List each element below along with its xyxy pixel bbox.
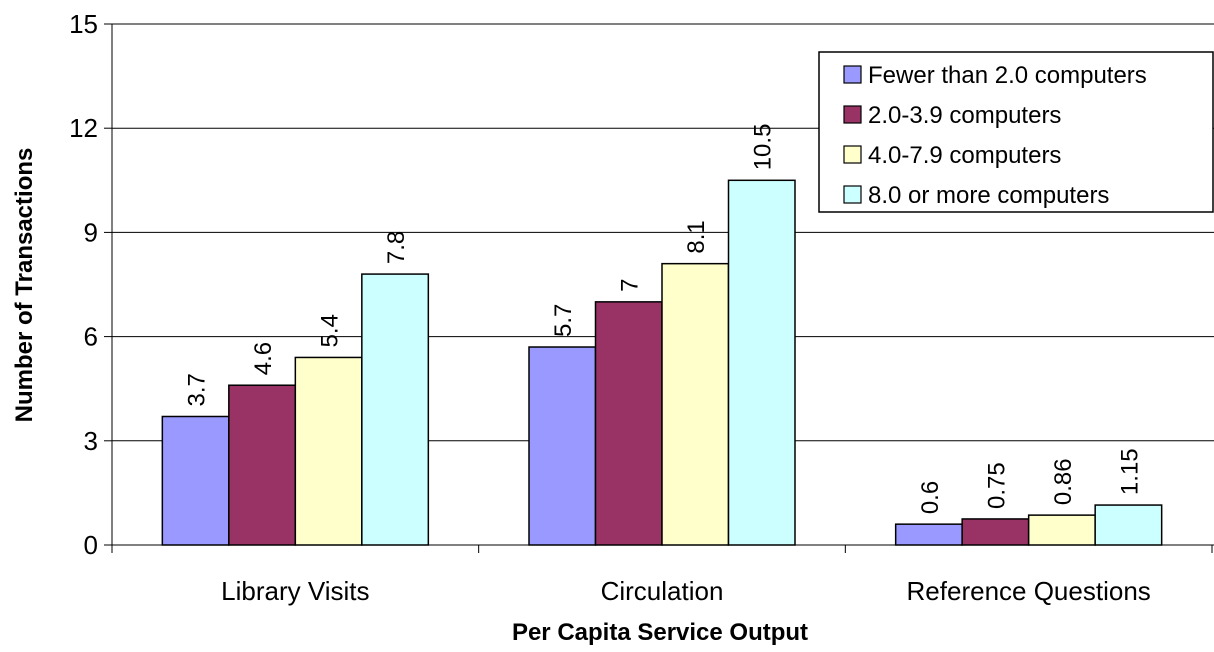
y-tick-label: 0: [84, 530, 98, 560]
x-category-label: Reference Questions: [907, 576, 1151, 606]
legend-entry: 8.0 or more computers: [868, 182, 1109, 209]
bars: [161, 179, 1163, 546]
legend-swatch: [843, 105, 862, 124]
legend-swatch: [843, 65, 862, 84]
legend: Fewer than 2.0 computers 2.0-3.9 computer…: [818, 51, 1214, 213]
y-tick-label: 3: [84, 426, 98, 456]
data-label: 0.86: [1050, 458, 1077, 505]
y-axis-title: Number of Transactions: [11, 148, 38, 423]
legend-entry: 4.0-7.9 computers: [868, 142, 1061, 169]
data-label: 1.15: [1116, 448, 1143, 495]
bar: [961, 518, 1030, 546]
legend-swatch: [843, 145, 862, 164]
x-axis-title: Per Capita Service Output: [512, 619, 808, 646]
y-tick-label: 6: [84, 322, 98, 352]
y-tick-label: 15: [69, 9, 98, 39]
bar: [894, 523, 963, 546]
data-label: 5.7: [550, 304, 577, 337]
data-label: 7.8: [383, 231, 410, 264]
bar: [161, 415, 230, 546]
bar: [727, 179, 796, 546]
axes: 0 3 6 9 12 15 Library Visits Circulation Referen…: [69, 9, 1214, 606]
legend-box: [818, 51, 1214, 213]
bar: [1027, 514, 1096, 546]
data-label: 0.6: [917, 481, 944, 514]
data-label: 10.5: [750, 124, 777, 171]
y-tick-label: 12: [69, 113, 98, 143]
data-label: 5.4: [317, 314, 344, 347]
data-label: 7: [617, 279, 644, 292]
data-label: 3.7: [184, 373, 211, 406]
bar: [661, 262, 730, 546]
y-tick-label: 9: [84, 217, 98, 247]
legend-swatch: [843, 185, 862, 204]
data-labels: 3.7 4.6 5.4 7.8 5.7 7 8.1 10.5 0.6 0.75 0.86 1.15: [184, 124, 1144, 515]
data-label: 0.75: [983, 462, 1010, 509]
bar: [228, 384, 297, 546]
legend-entry: 2.0-3.9 computers: [868, 102, 1061, 129]
data-label: 8.1: [683, 220, 710, 253]
bar: [1094, 504, 1163, 546]
bar: [528, 346, 597, 546]
legend-entry: Fewer than 2.0 computers: [868, 62, 1147, 89]
bar: [294, 356, 363, 546]
x-category-label: Circulation: [601, 576, 724, 606]
data-label: 4.6: [250, 342, 277, 375]
bar: [594, 301, 663, 546]
bar: [361, 273, 430, 546]
x-category-label: Library Visits: [221, 576, 369, 606]
